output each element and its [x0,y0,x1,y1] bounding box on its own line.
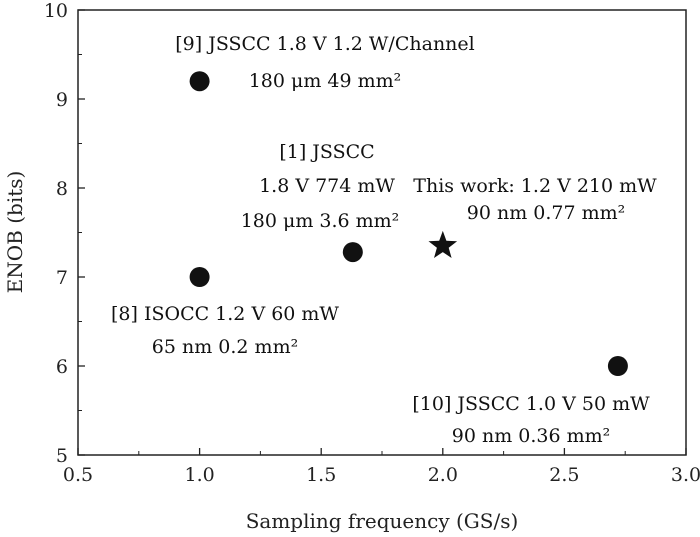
axis-ticks: 0.5 1.0 1.5 2.0 2.5 3.0 5 6 7 8 9 10 [44,0,700,486]
data-point [342,242,363,263]
point-annotation-line: [9] JSSCC 1.8 V 1.2 W/Channel [175,33,474,55]
data-point-star [428,230,458,258]
point-annotation-line: 1.8 V 774 mW [259,175,395,197]
point-annotation-line: 90 nm 0.77 mm² [467,202,626,224]
point-annotation-line: [1] JSSCC [279,141,374,163]
x-tick-label: 1.5 [306,464,336,486]
y-tick-label: 8 [56,178,68,200]
point-annotation-line: 90 nm 0.36 mm² [452,425,611,447]
data-point [189,267,210,287]
y-tick-label: 10 [44,0,68,22]
point-annotation-line: 65 nm 0.2 mm² [152,336,298,358]
y-axis-label: ENOB (bits) [3,171,27,294]
y-tick-label: 6 [56,356,68,378]
y-tick-label: 9 [56,89,68,111]
point-annotation-line: 180 μm 49 mm² [249,70,402,92]
x-tick-label: 2.0 [428,464,458,486]
x-axis-label: Sampling frequency (GS/s) [246,509,519,533]
x-tick-label: 1.0 [184,464,214,486]
data-point [607,356,628,376]
y-tick-label: 7 [56,267,68,289]
x-tick-label: 3.0 [671,464,700,486]
y-tick-label: 5 [56,445,68,467]
point-annotations: [9] JSSCC 1.8 V 1.2 W/Channel 180 μm 49 m… [111,33,657,447]
point-annotation-line: [10] JSSCC 1.0 V 50 mW [412,393,650,415]
x-tick-label: 0.5 [63,464,93,486]
x-tick-label: 2.5 [549,464,579,486]
point-annotation-line: [8] ISOCC 1.2 V 60 mW [111,303,339,325]
data-points [189,71,628,376]
point-annotation-line: 180 μm 3.6 mm² [241,210,400,232]
data-point [189,71,210,92]
point-annotation-line: This work: 1.2 V 210 mW [413,175,657,197]
